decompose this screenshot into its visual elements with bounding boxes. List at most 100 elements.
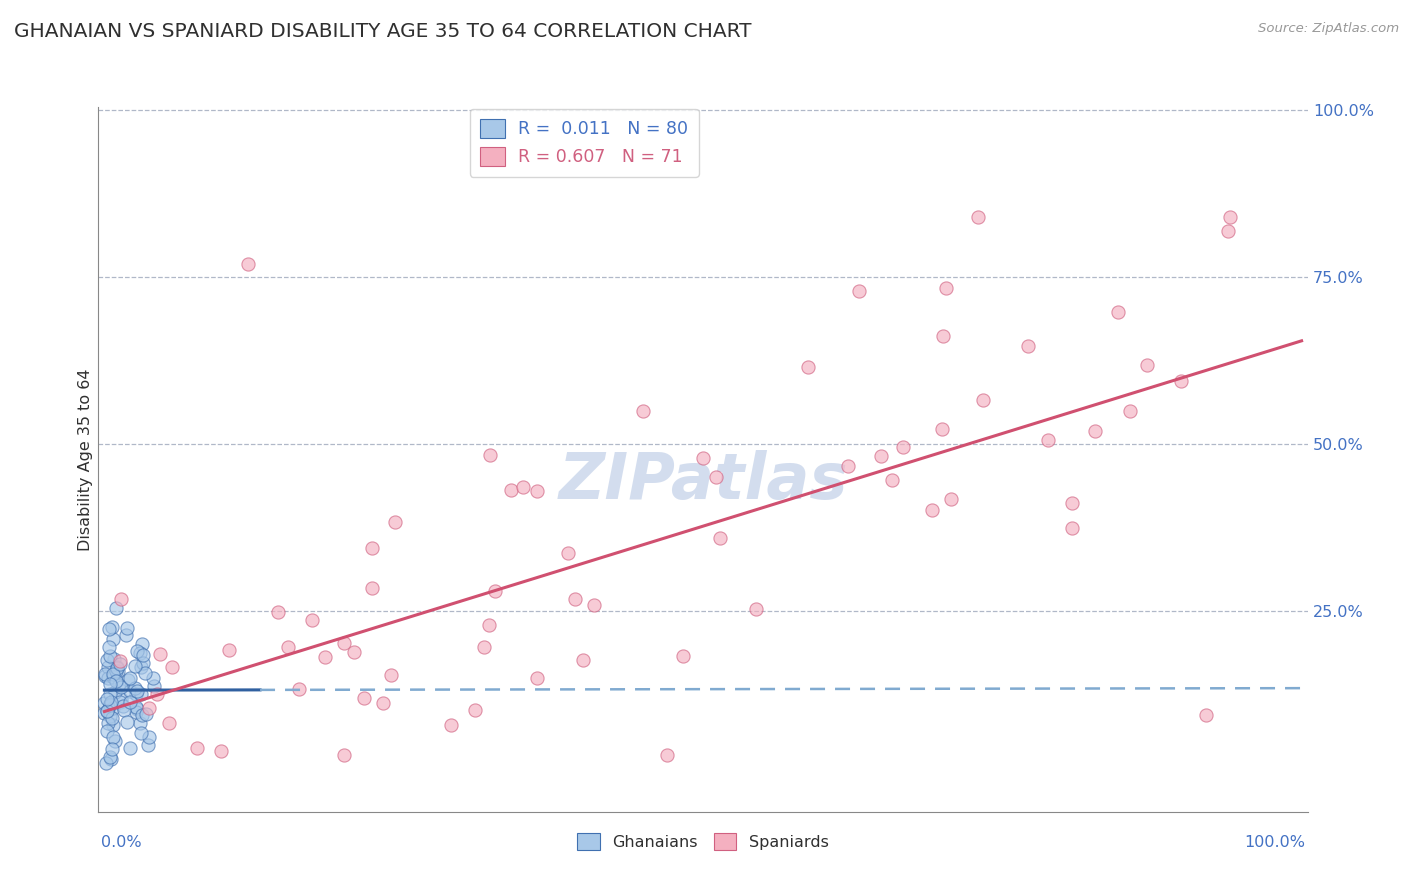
Point [557,546,579,560]
Point [96,724,118,739]
Point [142,679,165,693]
Point [935,280,957,294]
Point [921,503,943,517]
Point [869,450,891,464]
Point [125,700,148,714]
Point [98,677,121,691]
Point [277,640,299,654]
Point [111,698,134,713]
Point [100,695,122,709]
Point [134,666,156,681]
Point [100,750,122,764]
Point [440,718,463,732]
Point [98,697,121,711]
Point [101,730,124,744]
Point [138,730,160,744]
Point [124,706,146,720]
Point [127,702,149,716]
Point [98,709,121,723]
Point [160,660,183,674]
Point [117,673,139,688]
Point [797,359,820,374]
Point [967,211,990,225]
Point [380,668,402,682]
Point [572,653,595,667]
Point [526,484,548,499]
Point [132,656,155,670]
Point [124,658,146,673]
Point [125,687,148,701]
Point [97,659,120,673]
Point [1060,521,1083,535]
Point [1036,433,1059,447]
Point [631,404,654,418]
Point [353,690,375,705]
Point [93,696,115,710]
Point [267,605,290,619]
Point [512,480,534,494]
Point [110,695,132,709]
Point [373,696,395,710]
Point [101,710,124,724]
Point [484,583,506,598]
Point [131,708,153,723]
Point [115,714,138,729]
Point [972,393,994,408]
Point [672,649,695,664]
Point [157,716,180,731]
Point [94,666,117,681]
Point [120,671,142,685]
Point [472,640,495,654]
Point [848,284,870,298]
Point [124,681,146,696]
Point [104,685,127,699]
Point [110,592,132,607]
Point [129,660,152,674]
Point [125,644,148,658]
Point [1216,224,1239,238]
Point [120,694,142,708]
Point [97,671,120,685]
Point [314,649,336,664]
Legend: Ghanaians, Spaniards: Ghanaians, Spaniards [571,826,835,856]
Point [882,474,904,488]
Point [93,706,115,721]
Text: Source: ZipAtlas.com: Source: ZipAtlas.com [1258,22,1399,36]
Point [478,618,501,632]
Text: 0.0%: 0.0% [101,836,142,850]
Point [209,744,232,758]
Point [526,671,548,685]
Point [564,591,586,606]
Point [931,422,953,436]
Point [129,725,152,739]
Point [100,752,122,766]
Point [384,515,406,529]
Point [891,441,914,455]
Point [478,448,501,462]
Point [101,666,124,681]
Point [115,621,138,635]
Point [709,531,731,545]
Point [96,704,118,718]
Point [108,654,131,668]
Point [125,684,148,698]
Point [98,687,121,701]
Point [1170,374,1192,388]
Point [1084,424,1107,438]
Point [333,747,356,762]
Point [1107,304,1129,318]
Text: 100.0%: 100.0% [1244,836,1305,850]
Point [464,703,486,717]
Point [104,733,127,747]
Point [98,622,121,636]
Point [97,715,120,730]
Point [704,469,727,483]
Point [105,661,128,675]
Point [301,613,323,627]
Point [129,687,152,701]
Point [361,581,384,595]
Point [332,636,354,650]
Point [103,651,125,665]
Point [1060,496,1083,510]
Point [100,741,122,756]
